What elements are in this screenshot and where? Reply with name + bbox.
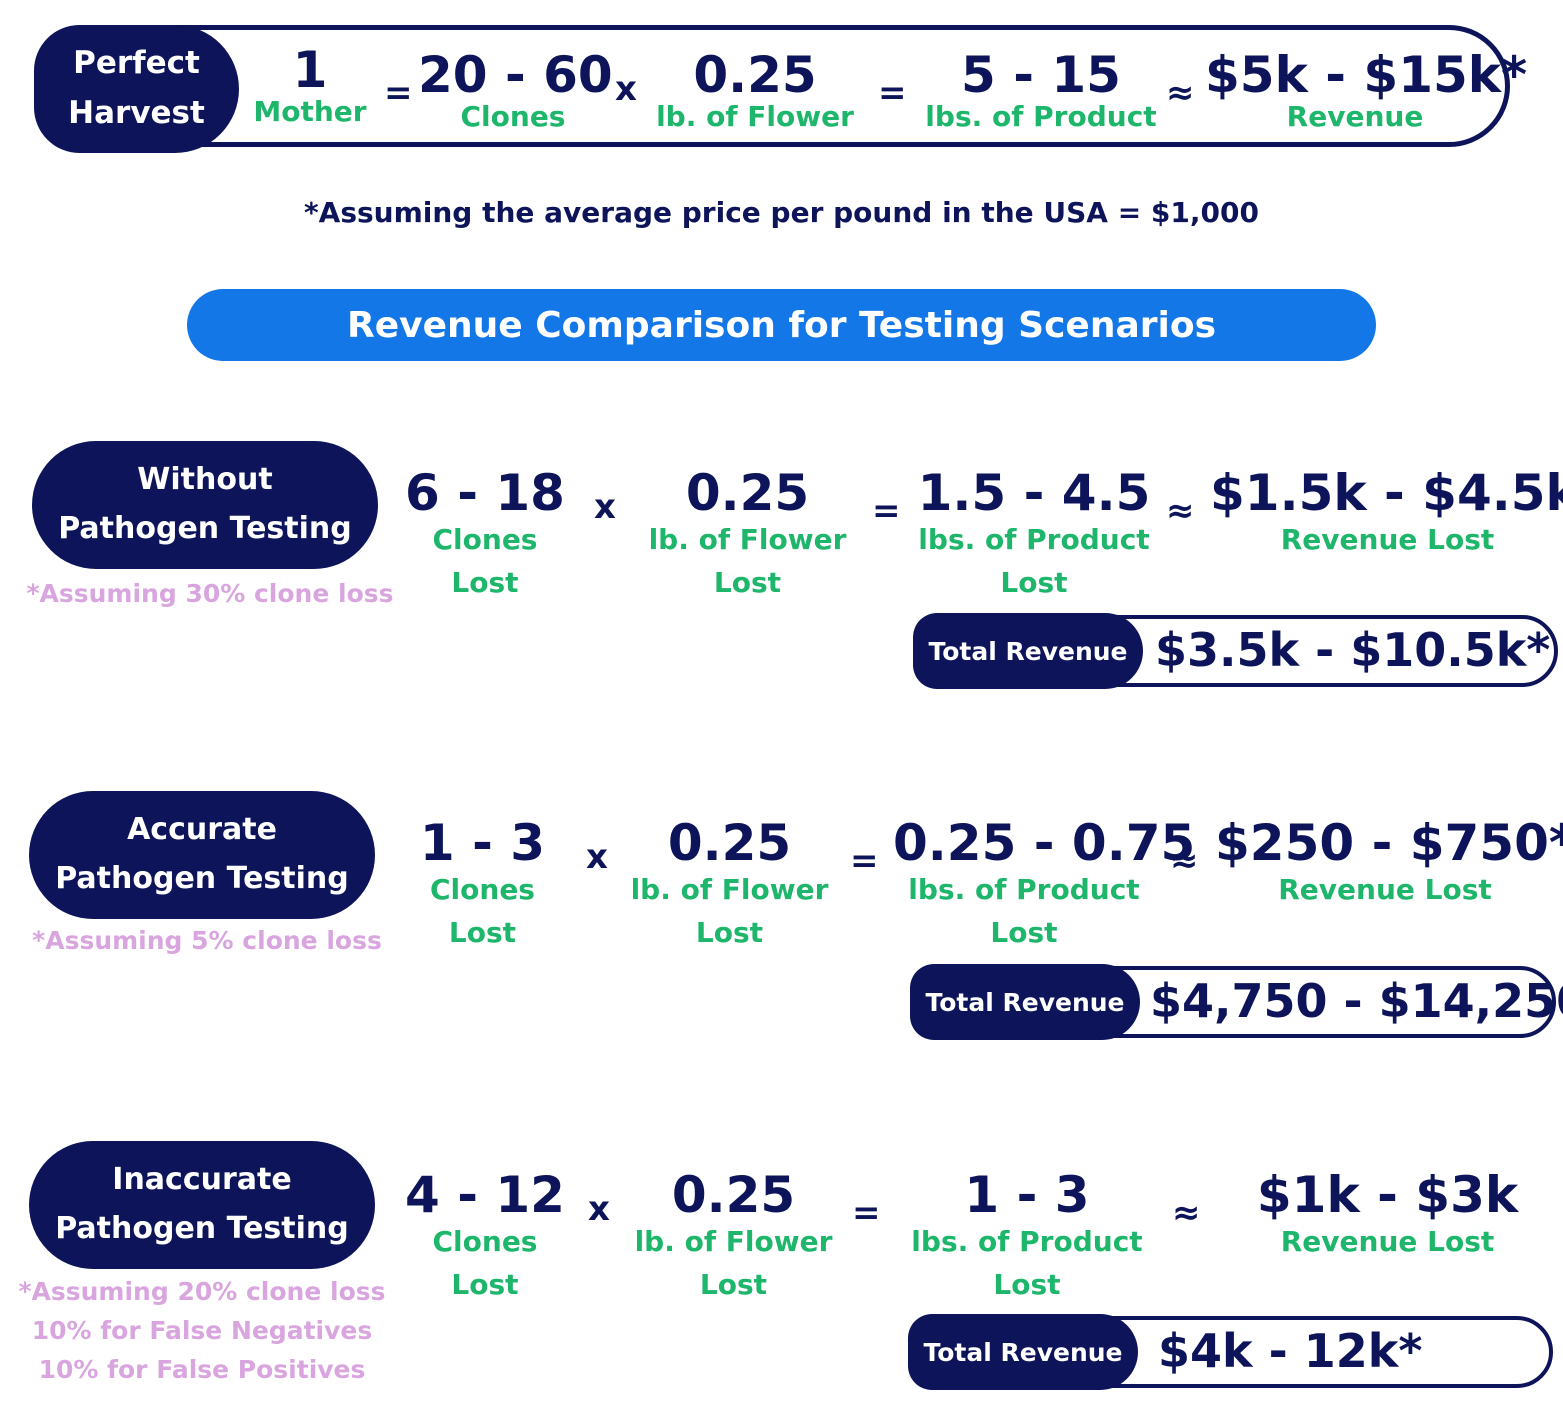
perfect-harvest-title-1: Perfect [73,45,200,82]
clones-value: 6 - 18 [405,464,565,522]
term-mother: 1 Mother [250,45,370,129]
scenario-title-2: Pathogen Testing [58,511,352,546]
scenario-pill-accurate: Accurate Pathogen Testing [29,791,375,919]
price-assumption-note: *Assuming the average price per pound in… [304,196,1259,229]
section-banner: Revenue Comparison for Testing Scenarios [187,289,1376,361]
term-label: lb. of Flower [656,100,854,133]
product-label-lost: Lost [993,1268,1061,1302]
product-value: 1.5 - 4.5 [917,464,1151,522]
scenario-title-1: Accurate [127,812,277,848]
clones-value: 1 - 3 [419,814,546,872]
assumption-line: 10% for False Positives [38,1354,366,1384]
term-label: Revenue [1286,100,1424,133]
scenario-assumption: *Assuming 30% clone loss [26,579,394,608]
assumption-line: 10% for False Negatives [31,1315,373,1345]
operator-equals: = [384,73,413,113]
product-label: lbs. of Product [908,873,1140,906]
operator-approx: ≈ [1166,73,1195,113]
term-value: 0.25 [693,46,817,104]
total-revenue-value: $3.5k - $10.5k* [1155,623,1551,677]
scenario-title-1: Inaccurate [112,1162,292,1198]
operator-equals: = [852,1193,881,1233]
scenario-product: 1 - 3 lbs. of Product Lost [908,1170,1146,1307]
clones-label-lost: Lost [448,916,517,950]
perfect-harvest-title-2: Harvest [68,95,205,131]
flower-label: lb. of Flower [648,523,847,556]
term-clones: 20 - 60 Clones [418,46,613,134]
total-revenue-label: Total Revenue [910,964,1140,1040]
clones-label-lost: Lost [451,566,519,600]
clones-value: 4 - 12 [405,1166,565,1224]
revenue-value: $1k - $3k [1256,1166,1519,1224]
total-revenue-label: Total Revenue [908,1314,1138,1390]
total-revenue-label: Total Revenue [913,613,1143,689]
term-value: $5k - $15k* [1205,46,1528,104]
operator-equals: = [850,841,879,881]
scenario-flower: 0.25 lb. of Flower Lost [626,1170,841,1307]
term-label: Mother [253,95,367,128]
revenue-label: Revenue Lost [1278,873,1492,906]
product-label-lost: Lost [990,916,1058,950]
flower-label-lost: Lost [699,1268,768,1302]
perfect-harvest-pill: Perfect Harvest [34,25,239,153]
assumption-line: *Assuming 20% clone loss [18,1277,386,1306]
flower-value: 0.25 [685,464,810,522]
scenario-flower: 0.25 lb. of Flower Lost [640,468,855,605]
flower-label: lb. of Flower [634,1225,833,1258]
flower-value: 0.25 [667,814,792,872]
term-product: 5 - 15 lbs. of Product [925,50,1157,134]
product-label-lost: Lost [1000,566,1068,600]
operator-times: x [588,1189,610,1229]
scenario-flower: 0.25 lb. of Flower Lost [622,818,837,955]
clones-label-lost: Lost [451,1268,519,1302]
term-flower: 0.25 lb. of Flower [655,50,855,134]
operator-approx: ≈ [1172,1193,1201,1233]
flower-label-lost: Lost [695,916,764,950]
product-value: 0.25 - 0.75 [893,814,1196,872]
clones-label: Clones [430,873,535,906]
flower-label: lb. of Flower [630,873,829,906]
revenue-value: $250 - $750* [1215,814,1563,872]
operator-equals: = [872,491,901,531]
revenue-label: Revenue Lost [1280,1225,1495,1258]
scenario-revenue: $250 - $750* Revenue Lost [1215,814,1563,911]
operator-equals: = [878,73,907,113]
term-label: lbs. of Product [925,100,1157,133]
total-revenue-value: $4,750 - $14,250* [1150,974,1563,1028]
scenario-product: 1.5 - 4.5 lbs. of Product Lost [915,468,1153,605]
operator-times: x [615,69,637,109]
term-value: 5 - 15 [961,46,1121,104]
scenario-title-2: Pathogen Testing [55,1211,349,1246]
operator-times: x [594,487,616,527]
clones-label: Clones [432,1225,538,1258]
product-value: 1 - 3 [964,1166,1090,1224]
scenario-revenue: $1k - $3k Revenue Lost [1230,1170,1545,1263]
scenario-revenue: $1.5k - $4.5k* Revenue Lost [1210,468,1563,561]
scenario-assumptions: *Assuming 20% clone loss 10% for False N… [12,1273,392,1389]
operator-times: x [586,837,608,877]
scenario-assumption: *Assuming 5% clone loss [32,926,382,955]
scenario-title-2: Pathogen Testing [55,861,349,896]
operator-approx: ≈ [1170,841,1199,881]
scenario-clones: 4 - 12 Clones Lost [400,1170,570,1307]
revenue-label: Revenue Lost [1280,523,1495,556]
scenario-pill-without: Without Pathogen Testing [32,441,378,569]
clones-label: Clones [432,523,538,556]
flower-label-lost: Lost [713,566,782,600]
term-label: Clones [460,100,566,133]
scenario-clones: 1 - 3 Clones Lost [400,818,565,955]
scenario-clones: 6 - 18 Clones Lost [400,468,570,605]
term-value: 1 [292,41,328,99]
term-value: 20 - 60 [418,46,613,104]
scenario-title-1: Without [137,462,273,498]
term-revenue: $5k - $15k* Revenue [1205,46,1528,134]
total-revenue-value: $4k - 12k* [1158,1324,1423,1378]
operator-approx: ≈ [1166,491,1195,531]
revenue-value: $1.5k - $4.5k* [1210,464,1563,522]
product-label: lbs. of Product [911,1225,1143,1258]
product-label: lbs. of Product [918,523,1150,556]
scenario-pill-inaccurate: Inaccurate Pathogen Testing [29,1141,375,1269]
flower-value: 0.25 [671,1166,796,1224]
scenario-product: 0.25 - 0.75 lbs. of Product Lost [893,814,1196,955]
